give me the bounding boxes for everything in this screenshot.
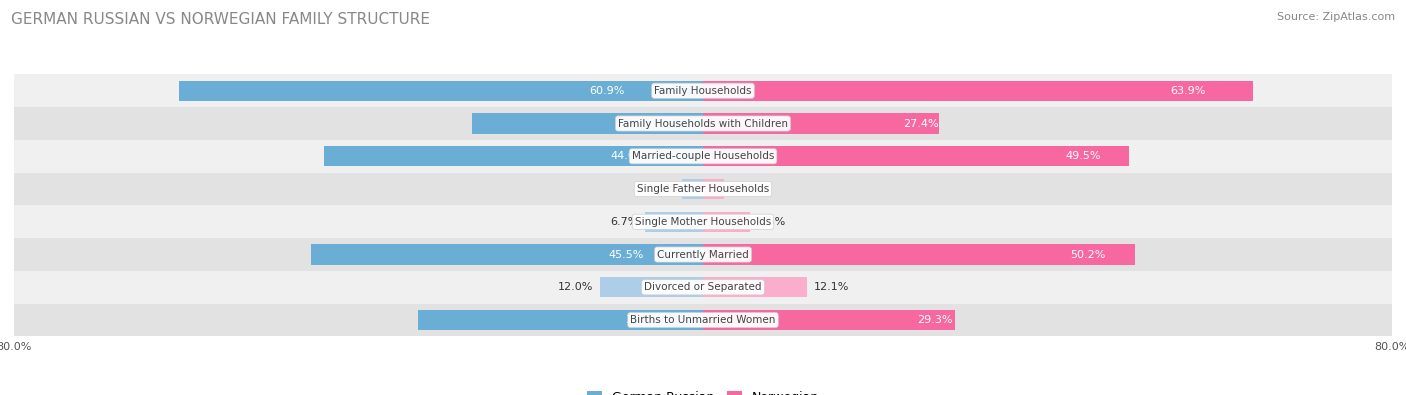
Text: 12.1%: 12.1% [814, 282, 849, 292]
Bar [311, 245, 703, 265]
Bar [14, 173, 1392, 205]
Text: Family Households with Children: Family Households with Children [619, 118, 787, 128]
Text: 63.9%: 63.9% [1171, 86, 1206, 96]
Bar [682, 179, 703, 199]
Text: 6.7%: 6.7% [610, 217, 638, 227]
Text: GERMAN RUSSIAN VS NORWEGIAN FAMILY STRUCTURE: GERMAN RUSSIAN VS NORWEGIAN FAMILY STRUC… [11, 12, 430, 27]
Bar [14, 140, 1392, 173]
Bar [14, 238, 1392, 271]
Text: Source: ZipAtlas.com: Source: ZipAtlas.com [1277, 12, 1395, 22]
Text: Currently Married: Currently Married [657, 250, 749, 260]
Bar [14, 205, 1392, 238]
Text: Single Father Households: Single Father Households [637, 184, 769, 194]
Bar [703, 310, 955, 330]
Text: Divorced or Separated: Divorced or Separated [644, 282, 762, 292]
Legend: German Russian, Norwegian: German Russian, Norwegian [582, 386, 824, 395]
Text: 2.4%: 2.4% [647, 184, 675, 194]
Text: 33.1%: 33.1% [626, 315, 661, 325]
Text: 45.5%: 45.5% [609, 250, 644, 260]
Bar [703, 245, 1135, 265]
Text: 26.8%: 26.8% [633, 118, 668, 128]
Bar [703, 212, 751, 232]
Bar [703, 179, 724, 199]
Bar [645, 212, 703, 232]
Bar [703, 277, 807, 297]
Text: 50.2%: 50.2% [1070, 250, 1107, 260]
Text: 44.0%: 44.0% [610, 151, 647, 161]
Text: 29.3%: 29.3% [918, 315, 953, 325]
Bar [418, 310, 703, 330]
Text: Births to Unmarried Women: Births to Unmarried Women [630, 315, 776, 325]
Bar [472, 113, 703, 134]
Bar [323, 146, 703, 166]
Text: Married-couple Households: Married-couple Households [631, 151, 775, 161]
Bar [14, 107, 1392, 140]
Bar [703, 146, 1129, 166]
Text: 27.4%: 27.4% [904, 118, 939, 128]
Text: Single Mother Households: Single Mother Households [636, 217, 770, 227]
Text: 5.5%: 5.5% [758, 217, 786, 227]
Bar [179, 81, 703, 101]
Bar [14, 74, 1392, 107]
Bar [599, 277, 703, 297]
Text: 60.9%: 60.9% [589, 86, 624, 96]
Text: 12.0%: 12.0% [557, 282, 593, 292]
Bar [703, 113, 939, 134]
Text: Family Households: Family Households [654, 86, 752, 96]
Text: 2.4%: 2.4% [731, 184, 759, 194]
Bar [14, 304, 1392, 337]
Bar [703, 81, 1253, 101]
Text: 49.5%: 49.5% [1066, 151, 1101, 161]
Bar [14, 271, 1392, 304]
